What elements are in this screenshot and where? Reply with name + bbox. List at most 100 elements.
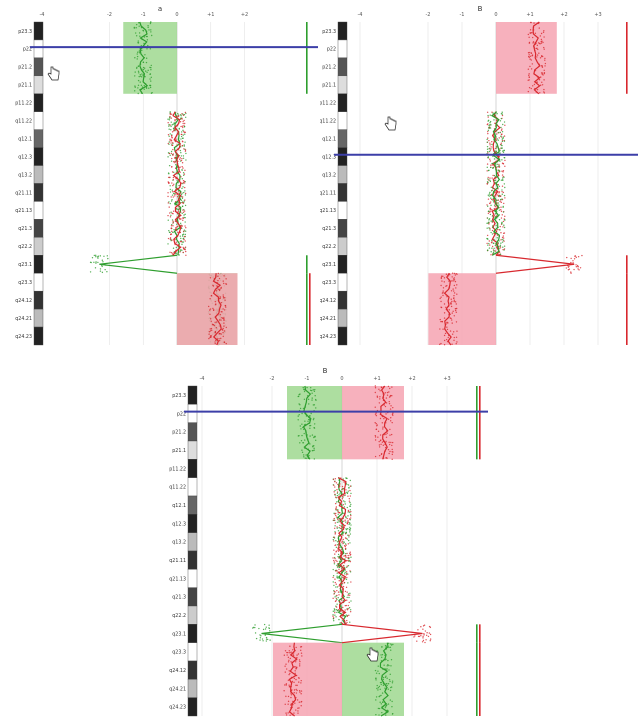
probe-point — [177, 191, 180, 193]
probe-point — [334, 502, 337, 505]
probe-point — [225, 306, 227, 308]
probe-point — [429, 640, 431, 642]
probe-point — [183, 182, 186, 184]
probe-point — [171, 212, 173, 214]
probe-point — [544, 62, 547, 65]
probe-point — [176, 225, 179, 228]
probe-point — [350, 600, 352, 602]
probe-point — [539, 76, 542, 78]
probe-point — [486, 204, 488, 206]
probe-point — [285, 695, 287, 698]
probe-point — [390, 394, 392, 397]
probe-point — [387, 418, 390, 420]
probe-point — [339, 546, 341, 549]
probe-point — [385, 705, 387, 707]
ideogram-band — [337, 183, 348, 202]
probe-point — [184, 116, 187, 118]
probe-point — [385, 433, 387, 436]
probe-point — [179, 192, 182, 194]
probe-point — [137, 84, 140, 87]
probe-point — [378, 707, 381, 710]
probe-point — [501, 131, 504, 133]
probe-point — [135, 35, 138, 37]
probe-point — [269, 630, 271, 632]
probe-point — [183, 144, 185, 146]
probe-point — [488, 195, 490, 197]
probe-point — [255, 637, 258, 640]
x-tick-label: +2 — [408, 376, 415, 382]
probe-point — [184, 246, 187, 248]
probe-point — [179, 235, 182, 237]
probe-point — [414, 635, 416, 637]
probe-point — [181, 125, 184, 127]
band-label: p21.1 — [18, 83, 32, 89]
probe-point — [376, 395, 379, 397]
probe-point — [291, 689, 293, 691]
probe-point — [179, 222, 182, 225]
probe-point — [336, 611, 338, 614]
probe-point — [566, 256, 568, 259]
probe-point — [490, 208, 492, 211]
band-label: q23.1 — [172, 631, 186, 637]
band-label: q23.1 — [18, 262, 32, 268]
probe-point — [350, 514, 352, 517]
probe-point — [174, 200, 177, 203]
probe-point — [486, 148, 489, 150]
probe-point — [348, 522, 351, 524]
probe-point — [379, 417, 382, 420]
probe-point — [307, 398, 310, 401]
probe-point — [222, 335, 224, 338]
probe-point — [221, 328, 224, 331]
probe-point — [335, 600, 337, 602]
probe-point — [502, 246, 504, 248]
probe-point — [500, 201, 503, 204]
x-tick-label: +1 — [526, 12, 533, 18]
probe-point — [182, 186, 184, 188]
probe-point — [416, 640, 418, 642]
probe-point — [575, 264, 577, 266]
probe-point — [171, 113, 173, 115]
probe-point — [487, 130, 489, 133]
probe-point — [207, 305, 210, 308]
probe-point — [380, 439, 382, 441]
probe-point — [149, 84, 151, 87]
probe-point — [300, 428, 302, 430]
band-label: q24.12 — [15, 298, 32, 304]
probe-point — [450, 290, 453, 292]
probe-point — [218, 338, 220, 340]
probe-point — [304, 457, 306, 459]
probe-point — [284, 703, 286, 705]
probe-point — [346, 522, 348, 525]
probe-point — [169, 231, 171, 234]
probe-point — [345, 528, 347, 530]
probe-point — [106, 271, 108, 273]
probe-point — [338, 535, 340, 537]
probe-point — [377, 689, 379, 691]
probe-point — [220, 319, 222, 321]
probe-point — [529, 29, 532, 31]
probe-point — [209, 313, 211, 315]
probe-point — [441, 321, 444, 323]
probe-point — [442, 275, 444, 278]
probe-point — [384, 645, 387, 647]
probe-point — [181, 162, 184, 164]
probe-point — [347, 539, 350, 542]
probe-point — [149, 73, 152, 75]
probe-point — [335, 609, 338, 611]
probe-point — [265, 638, 268, 640]
probe-point — [170, 196, 172, 198]
probe-point — [440, 342, 442, 345]
probe-point — [501, 138, 504, 140]
probe-point — [374, 422, 376, 424]
probe-point — [175, 229, 178, 231]
probe-point — [102, 261, 104, 263]
probe-point — [494, 114, 496, 117]
probe-point — [530, 21, 532, 24]
probe-point — [456, 330, 458, 332]
probe-point — [106, 255, 109, 257]
probe-point — [496, 237, 498, 239]
probe-point — [338, 568, 340, 571]
probe-point — [179, 158, 181, 161]
probe-point — [501, 193, 503, 195]
probe-point — [302, 428, 305, 430]
